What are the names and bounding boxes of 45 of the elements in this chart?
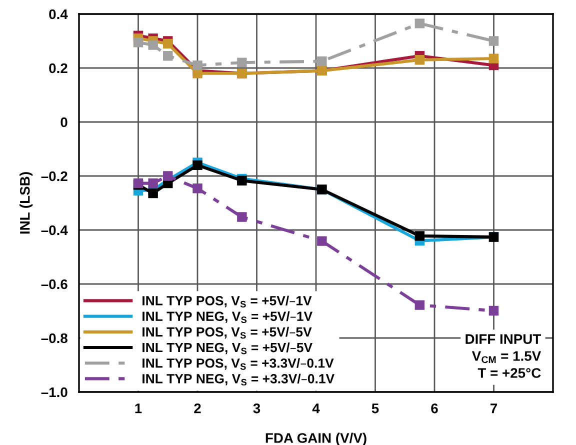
- point: [163, 38, 173, 49]
- legend-label: INL TYP POS, V$_{S}$ = +5V/–5V: [142, 326, 312, 339]
- legend-label: INL TYP POS, V$_{S}$ = +3.3V/–0.1V: [142, 358, 334, 370]
- y-axis-title: INL (LSB): [20, 172, 33, 234]
- legend-label: INL TYP POS, V$_{S}$ = +5V/–1V: [142, 296, 312, 308]
- point: [488, 36, 499, 46]
- point: [192, 184, 202, 194]
- point: [148, 40, 158, 50]
- x-tick-label: 4: [312, 404, 320, 414]
- point: [414, 55, 425, 65]
- y-tick-label: –1.0: [41, 387, 68, 398]
- point: [148, 188, 158, 198]
- point: [133, 37, 144, 48]
- y-tick-label: –0.8: [41, 333, 68, 344]
- x-tick-label: 7: [490, 404, 497, 414]
- y-tick-label: –0.2: [41, 171, 68, 182]
- point: [192, 160, 202, 170]
- x-tick-label: 2: [194, 403, 201, 414]
- y-tick-label: 0.4: [49, 9, 68, 20]
- point: [414, 231, 425, 241]
- point: [163, 171, 173, 181]
- point: [192, 60, 202, 70]
- x-tick-label: 6: [431, 403, 438, 414]
- point: [192, 68, 202, 78]
- point: [317, 236, 327, 246]
- y-tick-label: –0.4: [41, 225, 68, 236]
- y-tick-label: 0.2: [49, 63, 68, 74]
- y-tick-label: –0.6: [41, 279, 68, 290]
- point: [488, 54, 499, 64]
- point: [148, 178, 158, 188]
- legend-label: INL TYP NEG, V$_{S}$ = +5V/–5V: [142, 342, 312, 354]
- point: [237, 58, 247, 68]
- y-tick-label: 0: [60, 117, 68, 128]
- point: [163, 50, 173, 61]
- point: [414, 300, 425, 310]
- point: [317, 56, 327, 66]
- x-tick-label: 5: [372, 404, 379, 414]
- x-tick-label: 1: [135, 404, 142, 414]
- point: [488, 306, 499, 316]
- legend-label: INL TYP NEG, V$_{S}$ = +3.3V/–0.1V: [142, 374, 334, 386]
- legend-label: INL TYP NEG, V$_{S}$ = +5V/–1V: [142, 311, 312, 324]
- annotation: DIFF INPUT V$_{CM}$ = 1.5V T = +25°C: [466, 334, 542, 378]
- x-tick-label: 3: [253, 403, 260, 414]
- point: [237, 212, 247, 222]
- point: [414, 18, 425, 28]
